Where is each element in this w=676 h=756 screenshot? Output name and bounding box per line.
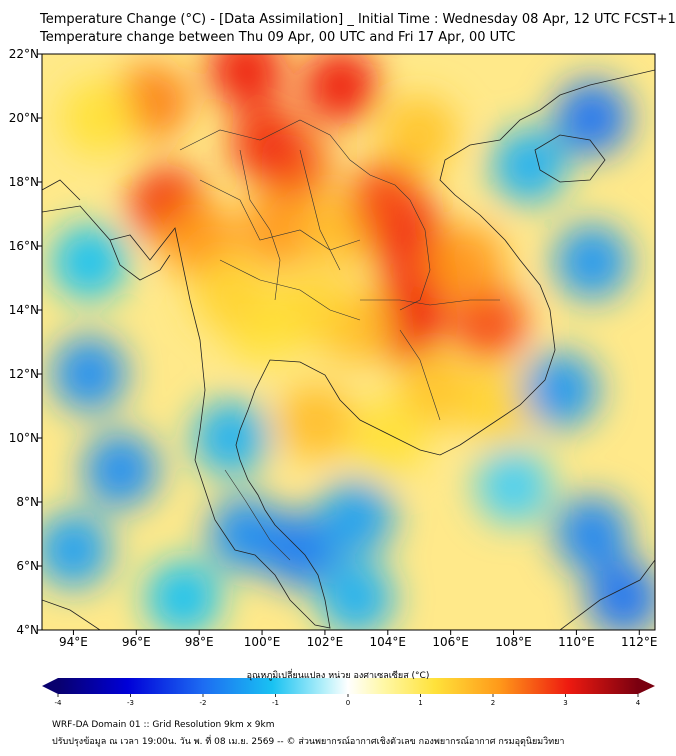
x-tick-label: 104°E — [370, 635, 407, 649]
x-tick-label: 96°E — [122, 635, 151, 649]
x-tick-label: 112°E — [621, 635, 658, 649]
temperature-blob — [239, 192, 316, 268]
irrawaddy-delta — [109, 239, 171, 281]
temperature-blob — [349, 400, 426, 476]
temperature-blob — [554, 224, 631, 300]
thai-provinces-b — [219, 259, 361, 321]
y-tick-label: 4°N — [16, 623, 39, 637]
chart-title-line2: Temperature change between Thu 09 Apr, 0… — [40, 30, 516, 45]
mainland-coastline — [42, 69, 655, 629]
y-tick-label: 10°N — [9, 431, 39, 445]
temperature-blob — [82, 432, 159, 508]
x-tick-label: 102°E — [307, 635, 344, 649]
thai-provinces-c — [239, 149, 281, 301]
chart-title-line1: Temperature Change (°C) - [Data Assimila… — [40, 12, 676, 27]
thai-provinces-d — [299, 149, 341, 271]
x-tick-label: 108°E — [495, 635, 532, 649]
y-tick-label: 6°N — [16, 559, 39, 573]
temperature-blob — [475, 448, 552, 524]
malay-peninsula-boundary — [224, 469, 291, 561]
borneo-tip — [559, 559, 655, 630]
temperature-blob — [277, 384, 354, 460]
temperature-blob — [192, 256, 269, 332]
sumatra-tip — [42, 599, 101, 630]
colorbar-gradient — [58, 678, 638, 694]
temperature-blob — [459, 368, 536, 444]
x-tick-label: 110°E — [558, 635, 595, 649]
footer-credit: ปรับปรุงข้อมูล ณ เวลา 19:00น. วัน พ. ที่… — [52, 737, 565, 747]
laos-cambodia-boundary — [360, 299, 500, 306]
y-tick-label: 8°N — [16, 495, 39, 509]
y-tick-label: 22°N — [9, 47, 39, 61]
cambodia-vietnam-boundary — [399, 329, 441, 421]
colorbar-max-arrow — [638, 678, 655, 694]
colorbar-min-arrow — [42, 678, 58, 694]
footer-model-info: WRF-DA Domain 01 :: Grid Resolution 9km … — [52, 720, 275, 730]
temperature-blob — [192, 400, 269, 476]
temperature-blob — [585, 560, 655, 630]
thai-boundary-north — [179, 119, 431, 311]
coastlines — [42, 69, 655, 630]
temperature-blob — [491, 128, 568, 204]
temperature-blob — [42, 512, 112, 588]
y-tick-label: 16°N — [9, 239, 39, 253]
hainan-island — [534, 134, 606, 183]
temperature-blob — [51, 336, 128, 412]
temperature-blob — [230, 105, 307, 182]
temperature-blob — [51, 224, 128, 300]
temperature-blob — [522, 352, 599, 428]
y-tick-label: 20°N — [9, 111, 39, 125]
colorbar-tick-label: 0 — [346, 699, 350, 707]
temperature-blob — [349, 160, 426, 236]
x-tick-label: 98°E — [185, 635, 214, 649]
temperature-blob — [60, 80, 137, 156]
x-tick-label: 106°E — [432, 635, 469, 649]
temperature-blob — [428, 224, 505, 300]
temperature-blob — [208, 54, 285, 108]
temperature-blob — [396, 352, 473, 428]
x-axis: 94°E 96°E 98°E 100°E 102°E 104°E 106°E 108°E 110… — [59, 630, 658, 649]
temperature-blob — [381, 96, 458, 172]
y-tick-label: 12°N — [9, 367, 39, 381]
temperature-blob — [554, 496, 631, 572]
x-tick-label: 94°E — [59, 635, 88, 649]
colorbar-ticks: -4 -3 -2 -1 0 1 2 3 4 — [55, 694, 641, 707]
y-tick-label: 18°N — [9, 175, 39, 189]
temperature-blob — [318, 480, 395, 556]
temperature-field — [42, 54, 655, 630]
x-tick-label: 100°E — [244, 635, 281, 649]
y-axis: 22°N 20°N 18°N 16°N 14°N 12°N 10°N 8°N 6°N 4°N — [9, 47, 42, 637]
temperature-blob — [318, 560, 395, 630]
thai-provinces-a — [199, 179, 361, 251]
colorbar-tick-label: 3 — [563, 699, 567, 707]
colorbar-tick-label: -1 — [272, 699, 279, 707]
temperature-blob — [554, 80, 631, 156]
colorbar-tick-label: 4 — [636, 699, 641, 707]
myanmar-west-coast — [42, 179, 81, 201]
temperature-blob — [302, 54, 379, 124]
temperature-blob — [450, 284, 527, 361]
plot-frame — [41, 53, 656, 631]
colorbar-tick-label: -4 — [55, 699, 63, 707]
colorbar-label: อุณหภูมิเปลี่ยนแปลง หน่วย องศาเซลเซียส (… — [246, 671, 430, 681]
colorbar-tick-label: -2 — [200, 699, 207, 707]
colorbar-tick-label: 2 — [491, 699, 495, 707]
admin-boundaries — [179, 119, 500, 561]
y-tick-label: 14°N — [9, 303, 39, 317]
colorbar-tick-label: -3 — [127, 699, 134, 707]
temperature-blob — [145, 560, 222, 630]
colorbar-tick-label: 1 — [418, 699, 422, 707]
